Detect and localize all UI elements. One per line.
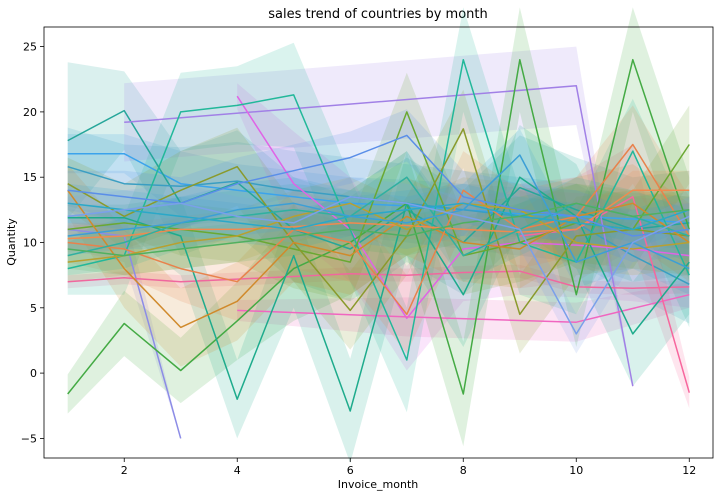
x-tick-label: 6 [347,464,354,477]
series-10-confidence-band [67,7,690,413]
y-axis-label: Quantity [5,218,18,266]
y-tick-label: 5 [30,302,37,315]
series-22-confidence-band [67,128,690,295]
series-0-line [67,152,690,224]
x-tick-label: 10 [569,464,583,477]
series-3-confidence-band [124,46,633,387]
series-5-line [236,95,690,320]
series-19-line [67,202,690,231]
series-15-line [67,143,690,316]
series-lines [67,58,691,439]
series-23-line [67,196,690,335]
y-tick-label: −5 [21,432,37,445]
series-14-line [67,189,690,329]
series-2-confidence-band [67,127,690,324]
series-0-confidence-band [67,134,690,249]
series-22-line [67,154,690,270]
y-tick-label: 25 [23,41,37,54]
y-axis-ticks: −5 0 5 10 15 20 25 [21,41,44,445]
series-6-confidence-band [237,281,690,342]
x-axis-ticks: 2 4 6 8 10 12 [121,458,696,477]
x-axis-label: Invoice_month [338,478,419,491]
series-17-line [67,202,690,263]
x-tick-label: 8 [460,464,467,477]
series-21-line [67,202,690,257]
series-7-confidence-band [67,264,690,295]
series-5-confidence-band [237,83,690,371]
series-20-line [67,134,690,237]
x-tick-label: 2 [121,464,128,477]
series-15-confidence-band [67,105,690,354]
series-20-confidence-band [67,109,690,263]
y-tick-label: 15 [23,171,37,184]
series-1-line [67,109,690,250]
series-9-line [67,58,691,395]
series-16-line [67,189,690,240]
series-13-confidence-band [67,89,690,354]
series-11-line [67,176,690,412]
y-tick-label: 20 [23,106,37,119]
x-tick-label: 12 [682,464,696,477]
series-13-line [67,128,690,316]
y-tick-label: 0 [30,367,37,380]
y-tick-label: 10 [23,237,37,250]
chart-title: sales trend of countries by month [268,7,488,22]
series-7-line [67,270,690,289]
x-tick-label: 4 [234,464,241,477]
series-6-line [237,293,690,323]
series-3-line [124,85,634,387]
